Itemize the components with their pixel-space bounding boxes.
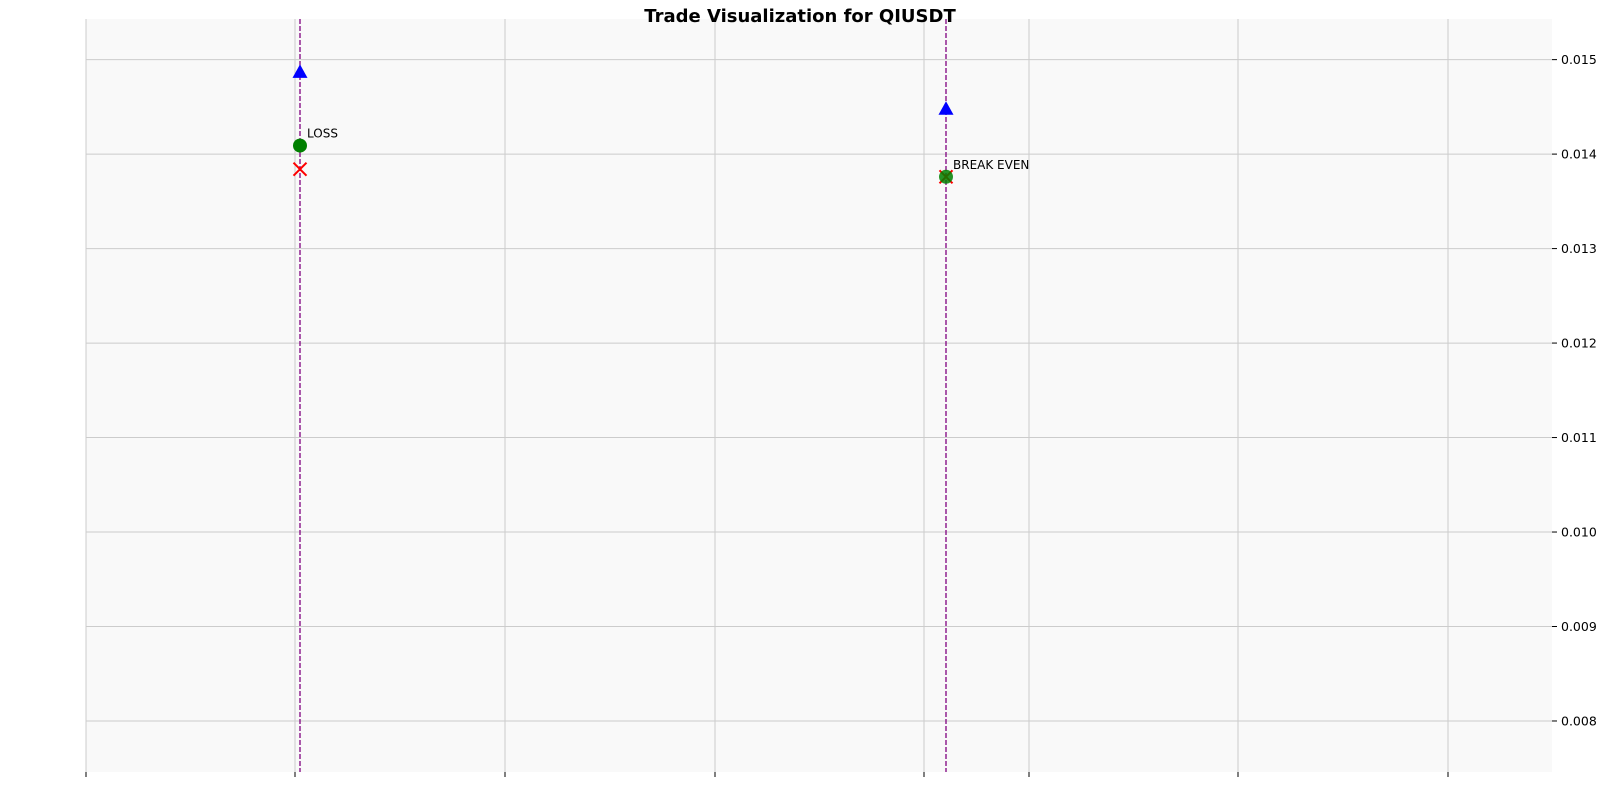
cross-marker [292,162,308,177]
y-tick-label: 0.008 [1561,713,1597,728]
plot-background [86,19,1552,772]
y-tick-label: 0.013 [1561,241,1597,256]
entry-lines [299,19,947,772]
circle-marker [939,169,953,184]
y-tick-label: 0.012 [1561,336,1597,351]
y-tick-label: 0.011 [1561,430,1597,445]
trade-label: LOSS [307,127,338,141]
y-tick-label: 0.009 [1561,619,1597,634]
trade-markers [292,64,954,184]
y-tick-label: 0.015 [1561,52,1597,67]
grid-lines [85,19,1552,772]
x-axis-ticks [85,772,1449,777]
cross-stroke [292,162,308,177]
circle-marker [293,138,307,153]
y-tick-label: 0.014 [1561,147,1597,162]
trade-annotations: LOSS BREAK EVEN [307,127,1029,172]
trade-label: BREAK EVEN [953,158,1029,172]
triangle-marker [938,101,954,115]
y-axis-ticks: 0.008 0.009 0.010 0.011 0.012 0.013 0.014 0.015 [1552,52,1597,728]
triangle-marker [292,64,308,78]
chart-title: Trade Visualization for QIUSDT [644,6,956,27]
y-tick-label: 0.010 [1561,525,1597,540]
